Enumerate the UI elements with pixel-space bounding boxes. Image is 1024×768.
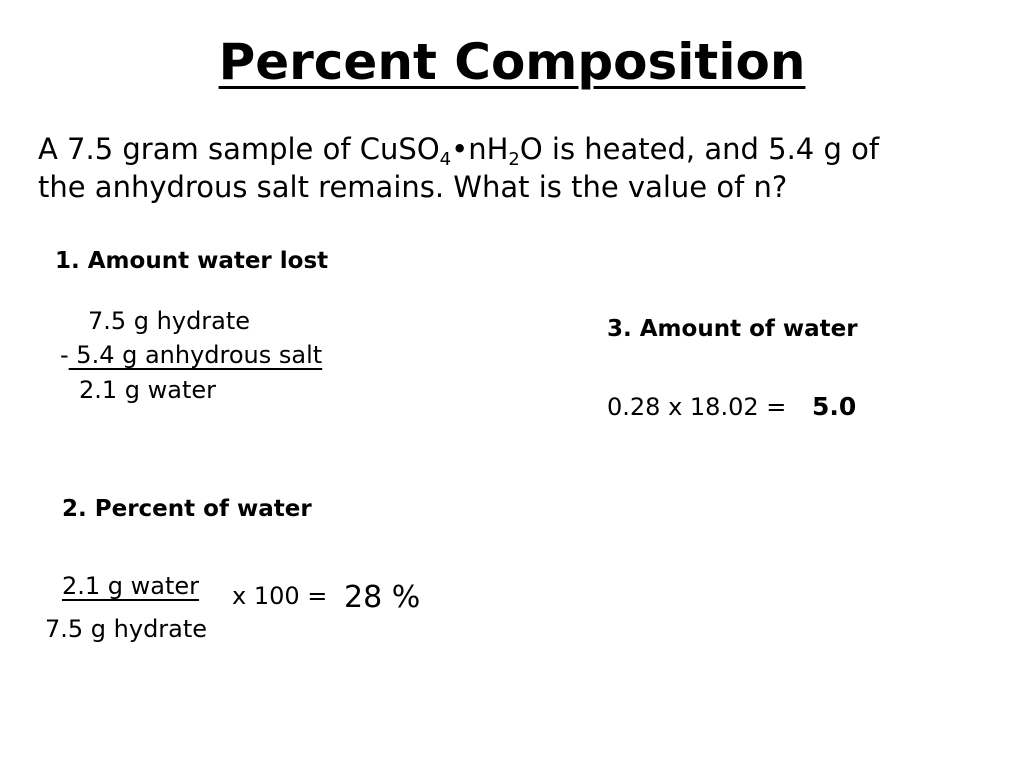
step-2-denominator: 7.5 g hydrate [45,615,208,643]
problem-line-1-suffix: O is heated, and 5.4 g of [519,132,880,166]
step-1-anhydrous: 5.4 g anhydrous salt [68,341,323,369]
step-1-hydrate: 7.5 g hydrate [88,307,251,335]
step-2-numerator: 2.1 g water [62,572,200,600]
subscript-4: 4 [439,149,452,170]
page-title: Percent Composition [0,32,1024,92]
problem-statement: A 7.5 gram sample of CuSO4•nH2O is heate… [38,130,879,206]
step-1-heading: 1. Amount water lost [55,248,329,274]
step-2-multiplier: x 100 = [232,582,328,610]
problem-line-1-mid: •nH [451,132,509,166]
problem-line-2: the anhydrous salt remains. What is the … [38,170,788,204]
step-3-heading: 3. Amount of water [607,316,858,342]
step-3-result: 5.0 [812,392,857,421]
page-title-text: Percent Composition [218,33,806,91]
step-1-water: 2.1 g water [79,376,217,404]
step-3-equation: 0.28 x 18.02 = [607,393,787,421]
step-2-heading: 2. Percent of water [62,496,312,522]
problem-line-1-prefix: A 7.5 gram sample of CuSO [38,132,440,166]
step-1-subtraction: - 5.4 g anhydrous salt [60,341,322,369]
problem-line-1: A 7.5 gram sample of CuSO4•nH2O is heate… [38,130,880,170]
step-2-result: 28 % [344,580,421,615]
minus-sign: - [60,341,69,369]
subscript-2: 2 [508,149,520,170]
